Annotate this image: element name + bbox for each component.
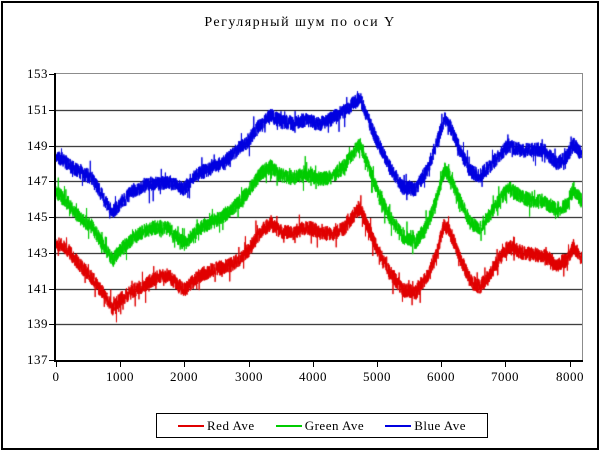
x-tick-label: 8000 xyxy=(556,369,584,384)
plot-frame-top xyxy=(56,73,583,74)
y-axis-line xyxy=(54,73,56,362)
y-tick-label: 149 xyxy=(27,138,48,153)
x-tick-label: 4000 xyxy=(299,369,327,384)
y-tick-label: 153 xyxy=(27,66,48,81)
y-tick xyxy=(49,217,55,218)
y-tick-label: 147 xyxy=(27,173,48,188)
legend-label-blue: Blue Ave xyxy=(414,418,466,433)
legend-box: Red Ave Green Ave Blue Ave xyxy=(156,413,488,438)
y-tick-label: 139 xyxy=(27,316,48,331)
red-line-sample xyxy=(178,424,205,427)
legend-label-green: Green Ave xyxy=(304,418,365,433)
x-tick xyxy=(313,362,314,367)
y-tick xyxy=(49,253,55,254)
x-tick-label: 2000 xyxy=(170,369,198,384)
x-tick xyxy=(184,362,185,367)
x-tick-label: 6000 xyxy=(427,369,455,384)
legend-item-blue: Blue Ave xyxy=(385,418,466,433)
y-tick xyxy=(49,74,55,75)
y-tick xyxy=(49,360,55,361)
blue-line-sample xyxy=(385,424,412,427)
x-tick xyxy=(377,362,378,367)
x-tick-label: 1000 xyxy=(106,369,134,384)
legend-item-red: Red Ave xyxy=(178,418,255,433)
y-tick xyxy=(49,146,55,147)
plot-frame-right xyxy=(582,74,583,361)
x-tick-label: 3000 xyxy=(235,369,263,384)
x-tick xyxy=(56,362,57,367)
y-tick xyxy=(49,289,55,290)
x-tick xyxy=(505,362,506,367)
y-tick xyxy=(49,110,55,111)
x-tick-label: 5000 xyxy=(363,369,391,384)
x-tick xyxy=(570,362,571,367)
green-line-sample xyxy=(275,424,302,427)
y-tick-label: 145 xyxy=(27,209,48,224)
y-tick-label: 141 xyxy=(27,281,48,296)
x-tick-label: 0 xyxy=(52,369,60,384)
plot-area xyxy=(56,74,582,360)
y-tick-label: 143 xyxy=(27,245,48,260)
y-tick xyxy=(49,181,55,182)
x-axis-line xyxy=(54,360,583,362)
y-tick-label: 151 xyxy=(27,102,48,117)
x-tick xyxy=(120,362,121,367)
y-tick xyxy=(49,324,55,325)
x-tick xyxy=(441,362,442,367)
x-tick xyxy=(249,362,250,367)
x-tick-label: 7000 xyxy=(491,369,519,384)
y-tick-label: 137 xyxy=(27,352,48,367)
legend-item-green: Green Ave xyxy=(275,418,365,433)
legend-label-red: Red Ave xyxy=(207,418,255,433)
chart-title: Регулярный шум по оси Y xyxy=(204,15,396,30)
